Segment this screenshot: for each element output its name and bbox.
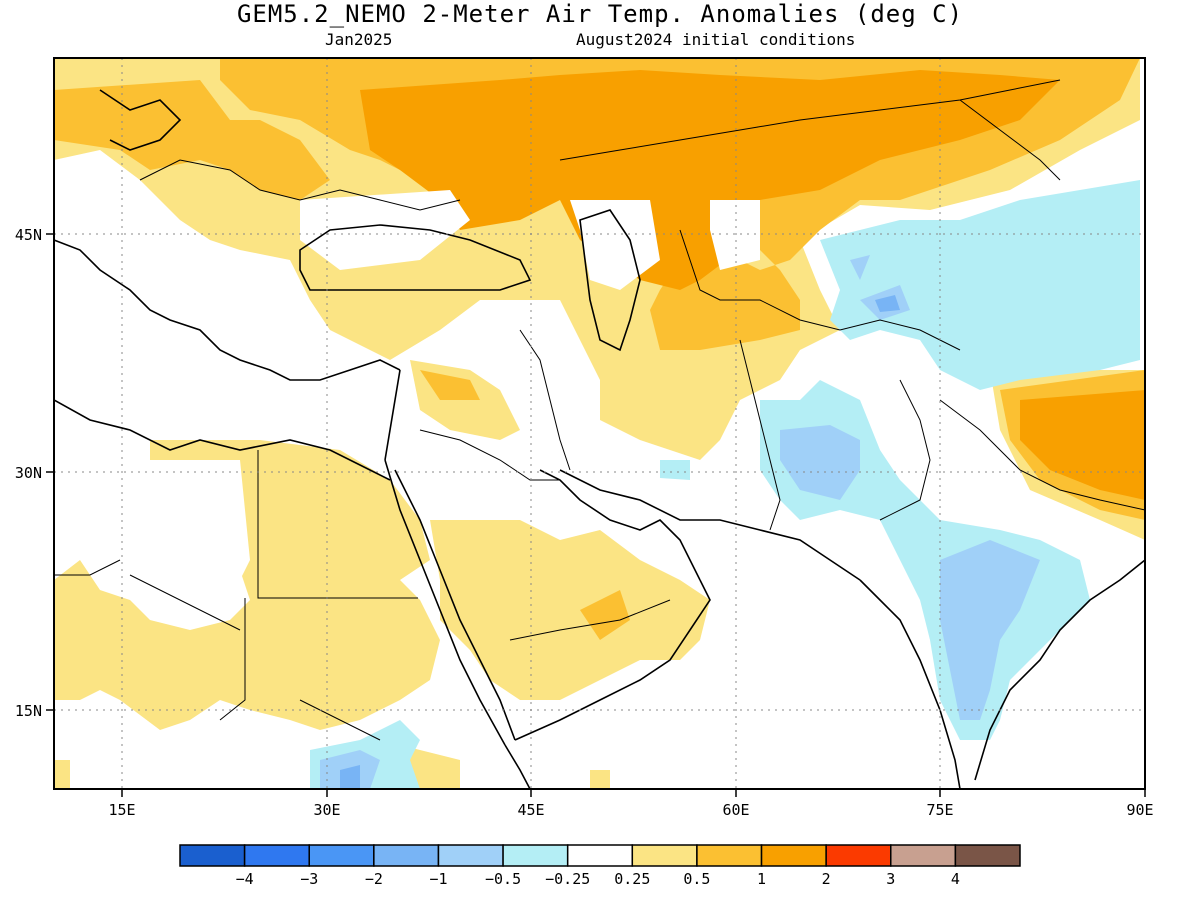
anomaly-region-tian-shan xyxy=(820,180,1140,390)
anomaly-region-ethiopia xyxy=(340,765,360,789)
legend-label: −3 xyxy=(300,870,318,888)
coast-baltic xyxy=(99,89,182,151)
border-russia-kazakhstan xyxy=(559,79,1061,161)
legend-swatch xyxy=(631,844,698,867)
neutral-region-aral xyxy=(710,200,760,270)
coast-mediterranean-north xyxy=(54,239,401,381)
neutral-region-ukraine xyxy=(300,190,470,270)
coast-east-africa xyxy=(504,744,531,789)
coast-caspian xyxy=(579,209,641,352)
coast-red-sea-east xyxy=(394,469,516,741)
border-iran-afghan xyxy=(739,339,781,531)
legend-swatch xyxy=(308,844,375,867)
anomaly-region-gulf xyxy=(660,460,690,480)
lat-tick-label: 15N xyxy=(15,702,42,720)
border-iran-iraq xyxy=(519,329,571,471)
border-europe-east xyxy=(139,159,461,211)
legend-label: −0.5 xyxy=(485,870,521,888)
coast-india-west xyxy=(859,579,961,789)
border-saudi-north xyxy=(419,429,560,481)
border-pakistan-india xyxy=(879,379,931,521)
valid-month: Jan2025 xyxy=(325,30,393,49)
lon-tick-label: 45E xyxy=(517,801,544,819)
map-title: GEM5.2_NEMO 2-Meter Air Temp. Anomalies … xyxy=(236,0,964,28)
legend-label: −0.25 xyxy=(545,870,590,888)
legend-swatch xyxy=(179,844,246,867)
border-kazakh-china xyxy=(959,99,1061,181)
coastlines xyxy=(54,89,1145,789)
border-chad-sudan xyxy=(219,598,246,721)
legend-swatch xyxy=(696,844,763,867)
legend-label: −1 xyxy=(429,870,447,888)
legend-swatch xyxy=(825,844,892,867)
legend-label: −2 xyxy=(365,870,383,888)
initial-conditions: August2024 initial conditions xyxy=(576,30,856,49)
map-frame xyxy=(53,57,1146,790)
anomaly-region-pakistan xyxy=(780,425,860,500)
coast-iran-south xyxy=(559,469,861,581)
neutral-region-west-africa xyxy=(54,460,250,610)
border-himalaya xyxy=(939,399,1145,511)
color-legend: −4 −3 −2 −1 −0.5 −0.25 0.25 0.5 1 2 3 4 xyxy=(179,844,1021,888)
tick-marks xyxy=(46,233,1146,797)
legend-swatch xyxy=(890,844,957,867)
coast-arabia-south xyxy=(514,579,711,741)
lat-tick-label: 30N xyxy=(15,464,42,482)
legend-swatch xyxy=(373,844,440,867)
anomaly-shading xyxy=(54,58,1145,789)
legend-label: 2 xyxy=(822,870,831,888)
coast-red-sea-west xyxy=(384,459,506,746)
anomaly-region-europe xyxy=(54,80,330,200)
legend-swatch xyxy=(760,844,827,867)
legend-swatch xyxy=(954,844,1021,867)
anomaly-region-central-asia xyxy=(360,70,1060,290)
anomaly-region-arabia xyxy=(430,520,710,700)
lon-tick-label: 90E xyxy=(1126,801,1153,819)
anomaly-region-syria xyxy=(420,370,480,400)
anomaly-region-tibet-core xyxy=(1020,390,1145,500)
legend-swatch xyxy=(502,844,569,867)
lon-tick-label: 75E xyxy=(926,801,953,819)
coast-persian-gulf xyxy=(539,469,701,581)
border-saudi-south xyxy=(509,599,671,641)
tick-labels: 45N 30N 15N 15E 30E 45E 60E 75E 90E xyxy=(15,226,1154,819)
legend-label: 3 xyxy=(886,870,895,888)
lon-tick-label: 15E xyxy=(108,801,135,819)
coast-black-sea xyxy=(299,224,532,291)
legend-label: −4 xyxy=(236,870,254,888)
anomaly-region-arabia-spot xyxy=(580,590,630,640)
anomaly-region-sahara xyxy=(54,440,440,730)
legend-swatch xyxy=(566,844,634,867)
graticule xyxy=(54,58,1145,789)
coast-north-africa xyxy=(54,399,391,481)
coast-levant xyxy=(384,369,401,461)
border-central-asia xyxy=(679,229,961,351)
legend-swatch xyxy=(243,844,310,867)
country-borders xyxy=(54,79,1145,741)
legend-label: 4 xyxy=(951,870,960,888)
anomaly-region-deccan xyxy=(940,540,1040,720)
border-niger-chad xyxy=(129,574,241,631)
coast-india-east xyxy=(974,559,1145,781)
border-sudan-ethiopia xyxy=(299,699,381,741)
legend-label: 0.5 xyxy=(683,870,710,888)
anomaly-region-arabian-sea xyxy=(590,770,610,789)
anomaly-region-iran xyxy=(600,380,740,460)
border-mali xyxy=(54,559,121,576)
lon-tick-label: 30E xyxy=(313,801,340,819)
border-egypt-libya xyxy=(257,450,418,599)
legend-boxes xyxy=(179,844,1021,867)
legend-label: 0.25 xyxy=(614,870,650,888)
legend-label: 1 xyxy=(757,870,766,888)
legend-swatch xyxy=(437,844,504,867)
anomaly-region-kyrgyzstan xyxy=(850,255,870,280)
legend-labels: −4 −3 −2 −1 −0.5 −0.25 0.25 0.5 1 2 3 4 xyxy=(236,870,960,888)
anomaly-region-westafrica xyxy=(54,760,70,789)
lon-tick-label: 60E xyxy=(722,801,749,819)
anomaly-region-tajik-core xyxy=(875,295,900,312)
lat-tick-label: 45N xyxy=(15,226,42,244)
